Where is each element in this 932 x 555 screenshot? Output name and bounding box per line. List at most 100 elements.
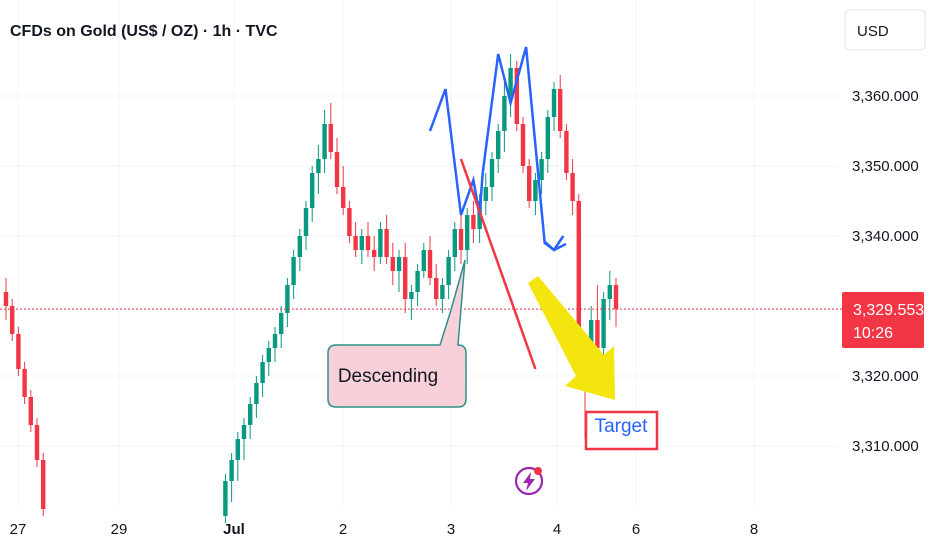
candle-body: [452, 229, 457, 257]
candle-body: [334, 152, 340, 187]
candle-body: [607, 285, 612, 299]
candle-body: [458, 229, 464, 250]
candle-body: [223, 481, 228, 516]
candle-body: [471, 215, 476, 229]
time-tick-label: 27: [10, 521, 27, 538]
candle-body: [322, 124, 327, 159]
candle-body: [613, 285, 619, 310]
candle-body: [359, 236, 364, 250]
candle-body: [403, 257, 408, 299]
candle-body: [595, 320, 600, 348]
descending-label: Descending: [338, 366, 438, 387]
time-tick-label: 4: [553, 521, 561, 538]
candle-body: [539, 159, 544, 180]
price-tick-label: 3,320.000: [852, 368, 919, 385]
candle-body: [601, 299, 606, 348]
candle-body: [229, 460, 234, 481]
candle-body: [427, 250, 433, 278]
candle-body: [297, 236, 302, 257]
candle-body: [533, 180, 538, 201]
candle-body: [570, 173, 575, 201]
yellow-arrow: [528, 276, 615, 400]
candle-body: [527, 166, 532, 201]
candle-body: [384, 229, 389, 257]
candle-body: [483, 187, 488, 201]
time-axis: 27 29 Jul 2 3 4 6 8: [10, 521, 759, 538]
target-label: Target: [595, 416, 649, 437]
candle-body: [3, 292, 9, 306]
currency-button[interactable]: USD: [844, 9, 926, 51]
time-tick-label: 2: [339, 521, 347, 538]
target-box: [584, 410, 659, 451]
candle-body: [22, 369, 27, 397]
time-tick-label: 8: [750, 521, 758, 538]
time-tick-label: 29: [111, 521, 128, 538]
candle-body: [303, 208, 309, 236]
candle-body: [347, 208, 352, 236]
candle-body: [316, 159, 321, 173]
candle-body: [235, 439, 240, 460]
candle-body: [465, 215, 470, 250]
candle-body: [341, 187, 346, 208]
candle-body: [502, 96, 507, 131]
price-tick-label: 3,360.000: [852, 88, 919, 105]
candle-body: [558, 89, 563, 131]
price-tick-label: 3,310.000: [852, 438, 919, 455]
currency-label[interactable]: USD: [857, 23, 889, 40]
candle-body: [576, 201, 581, 348]
candle-body: [496, 131, 501, 159]
candle-body: [279, 313, 284, 334]
pattern-arrowhead: [543, 240, 567, 252]
countdown-timer: 10:26: [853, 325, 893, 342]
candle-body: [328, 124, 333, 152]
descending-trend-line: [459, 158, 537, 370]
candle-body: [34, 425, 40, 460]
candle-body: [520, 124, 526, 166]
price-axis: 3,360.000 3,350.000 3,340.000 3,320.000 3,31…: [852, 88, 919, 455]
candle-body: [421, 250, 426, 271]
candle-body: [365, 236, 371, 250]
last-price-value: 3,329.553: [853, 302, 924, 319]
time-tick-label: 6: [632, 521, 640, 538]
candle-body: [291, 257, 296, 285]
candle-body: [378, 229, 383, 257]
time-tick-label: Jul: [223, 521, 245, 538]
candle-body: [409, 292, 414, 299]
candle-body: [310, 173, 315, 208]
lightning-icon[interactable]: [514, 466, 544, 496]
descending-callout-bubble: [327, 259, 467, 408]
chart-grid: [0, 0, 838, 505]
candle-body: [272, 334, 278, 348]
candle-body: [16, 334, 21, 369]
candle-body: [440, 285, 445, 299]
candle-body: [248, 404, 253, 425]
candle-body: [285, 285, 290, 313]
candle-body: [551, 89, 557, 117]
candle-body: [489, 159, 495, 187]
candle-body: [514, 68, 519, 124]
candle-body: [254, 383, 259, 404]
candle-body: [564, 131, 569, 173]
candle-body: [390, 257, 395, 271]
candle-body: [41, 460, 46, 509]
price-tick-label: 3,350.000: [852, 158, 919, 175]
time-tick-label: 3: [447, 521, 455, 538]
last-price-badge: 3,329.553 10:26: [842, 292, 924, 348]
candle-body: [260, 362, 265, 383]
candle-body: [508, 68, 513, 96]
candle-body: [446, 257, 451, 285]
candle-body: [10, 306, 15, 334]
price-tick-label: 3,340.000: [852, 228, 919, 245]
candle-body: [372, 250, 377, 257]
candle-body: [28, 397, 33, 425]
candle-body: [415, 271, 420, 292]
candle-body: [266, 348, 271, 362]
candle-body: [545, 117, 550, 159]
candle-body: [396, 257, 402, 271]
candle-body: [434, 278, 439, 299]
chart-title: CFDs on Gold (US$ / OZ) · 1h · TVC: [10, 23, 278, 40]
candle-body: [241, 425, 247, 439]
candle-body: [353, 236, 358, 250]
